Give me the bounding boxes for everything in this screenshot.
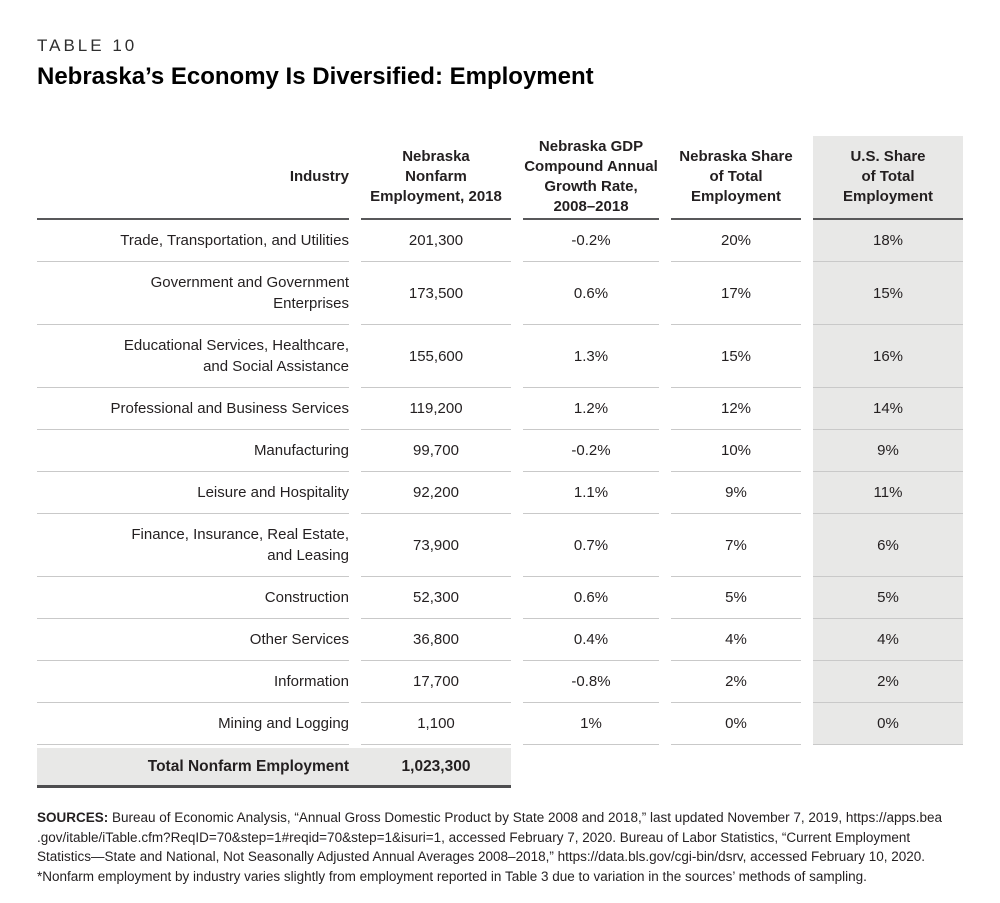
cell-ne-share: 7% — [671, 514, 801, 577]
cell-industry: Leisure and Hospitality — [37, 472, 349, 514]
column-header-us-share: U.S. Share of Total Employment — [813, 136, 963, 220]
sources-label: SOURCES: — [37, 810, 109, 825]
table-label: TABLE 10 — [37, 36, 138, 55]
cell-industry: Finance, Insurance, Real Estate, and Lea… — [37, 514, 349, 577]
column-header-ne-share: Nebraska Share of Total Employment — [671, 136, 801, 220]
cell-ne-share: 15% — [671, 325, 801, 388]
cell-ne-share: 17% — [671, 262, 801, 325]
cell-industry: Professional and Business Services — [37, 388, 349, 430]
cell-industry: Information — [37, 661, 349, 703]
cell-growth: 1.2% — [523, 388, 659, 430]
cell-employment: 36,800 — [361, 619, 511, 661]
cell-us-share: 9% — [813, 430, 963, 472]
total-row: Total Nonfarm Employment 1,023,300 — [37, 748, 511, 788]
cell-us-share: 4% — [813, 619, 963, 661]
total-value: 1,023,300 — [401, 757, 471, 775]
cell-us-share: 11% — [813, 472, 963, 514]
cell-growth: 0.7% — [523, 514, 659, 577]
cell-us-share: 16% — [813, 325, 963, 388]
sources-line1-text: Bureau of Economic Analysis, “Annual Gro… — [108, 810, 942, 825]
cell-employment: 1,100 — [361, 703, 511, 745]
cell-employment: 201,300 — [361, 220, 511, 262]
total-label: Total Nonfarm Employment — [147, 757, 349, 775]
cell-employment: 155,600 — [361, 325, 511, 388]
sources-line: SOURCES: Bureau of Economic Analysis, “A… — [37, 808, 972, 828]
cell-employment: 99,700 — [361, 430, 511, 472]
cell-growth: 0.6% — [523, 577, 659, 619]
cell-ne-share: 5% — [671, 577, 801, 619]
column-header-industry: Industry — [37, 136, 349, 220]
cell-growth: -0.2% — [523, 430, 659, 472]
cell-growth: 1.1% — [523, 472, 659, 514]
cell-us-share: 0% — [813, 703, 963, 745]
cell-us-share: 2% — [813, 661, 963, 703]
cell-industry: Construction — [37, 577, 349, 619]
cell-growth: 1.3% — [523, 325, 659, 388]
cell-ne-share: 12% — [671, 388, 801, 430]
cell-industry: Educational Services, Healthcare, and So… — [37, 325, 349, 388]
cell-employment: 17,700 — [361, 661, 511, 703]
cell-ne-share: 9% — [671, 472, 801, 514]
cell-us-share: 5% — [813, 577, 963, 619]
cell-growth: -0.2% — [523, 220, 659, 262]
cell-employment: 119,200 — [361, 388, 511, 430]
employment-table: Industry Nebraska Nonfarm Employment, 20… — [37, 136, 963, 745]
cell-us-share: 14% — [813, 388, 963, 430]
cell-ne-share: 20% — [671, 220, 801, 262]
cell-industry: Government and Government Enterprises — [37, 262, 349, 325]
cell-ne-share: 10% — [671, 430, 801, 472]
cell-ne-share: 4% — [671, 619, 801, 661]
cell-us-share: 18% — [813, 220, 963, 262]
cell-ne-share: 2% — [671, 661, 801, 703]
cell-growth: 0.4% — [523, 619, 659, 661]
cell-ne-share: 0% — [671, 703, 801, 745]
sources-line: Statistics—State and National, Not Seaso… — [37, 849, 926, 864]
column-header-employment: Nebraska Nonfarm Employment, 2018 — [361, 136, 511, 220]
cell-growth: 0.6% — [523, 262, 659, 325]
sources-line: .gov/itable/iTable.cfm?ReqID=70&step=1#r… — [37, 829, 911, 845]
cell-growth: -0.8% — [523, 661, 659, 703]
cell-employment: 52,300 — [361, 577, 511, 619]
cell-us-share: 6% — [813, 514, 963, 577]
page-title: Nebraska’s Economy Is Diversified: Emplo… — [37, 63, 594, 90]
cell-industry: Mining and Logging — [37, 703, 349, 745]
cell-us-share: 15% — [813, 262, 963, 325]
cell-employment: 173,500 — [361, 262, 511, 325]
cell-industry: Other Services — [37, 619, 349, 661]
sources-note: SOURCES: Bureau of Economic Analysis, “A… — [37, 808, 972, 886]
cell-industry: Trade, Transportation, and Utilities — [37, 220, 349, 262]
cell-industry: Manufacturing — [37, 430, 349, 472]
cell-growth: 1% — [523, 703, 659, 745]
cell-employment: 92,200 — [361, 472, 511, 514]
sources-line: *Nonfarm employment by industry varies s… — [37, 868, 867, 884]
cell-employment: 73,900 — [361, 514, 511, 577]
column-header-growth: Nebraska GDP Compound Annual Growth Rate… — [523, 136, 659, 220]
